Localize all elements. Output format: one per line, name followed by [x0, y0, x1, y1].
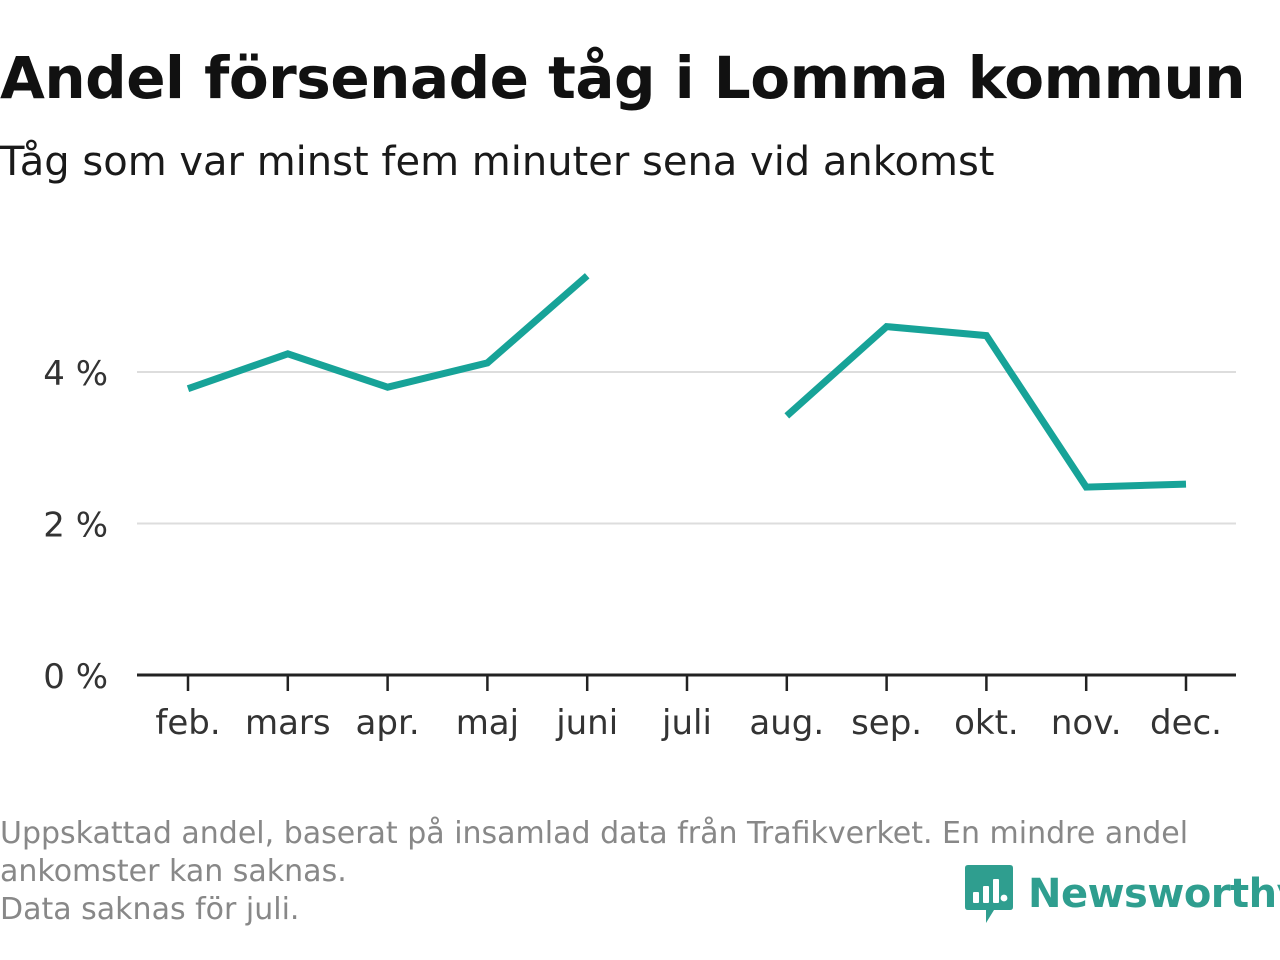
bar-chart-speech-bubble-icon	[965, 865, 1013, 923]
x-tick-label: mars	[245, 703, 331, 743]
x-tick-label: feb.	[155, 703, 220, 743]
series-line	[186, 273, 590, 393]
newsworthy-logo[interactable]: Newsworthy	[964, 862, 1280, 926]
y-tick-label: 0 %	[43, 657, 108, 697]
footnote-line-3: Data saknas för juli.	[0, 892, 300, 927]
y-tick-label: 4 %	[43, 354, 108, 394]
x-tick-label: apr.	[356, 703, 420, 743]
y-tick-label: 2 %	[43, 506, 108, 546]
series-lines	[186, 273, 1187, 491]
brand-name: Newsworthy	[1028, 871, 1280, 917]
x-tick-label: juli	[661, 703, 712, 743]
x-tick-label: sep.	[851, 703, 922, 743]
x-tick-label: juni	[555, 703, 618, 743]
y-axis-tick-labels: 0 % 2 % 4 %	[43, 354, 108, 697]
x-tick-label: aug.	[749, 703, 824, 743]
x-axis	[137, 673, 1236, 691]
x-tick-label: nov.	[1051, 703, 1122, 743]
x-tick-label: maj	[456, 703, 519, 743]
footnote-line-2: ankomster kan saknas.	[0, 854, 347, 889]
gridlines	[137, 371, 1236, 525]
x-tick-label: dec.	[1150, 703, 1222, 743]
chart-title: Andel försenade tåg i Lomma kommun	[0, 44, 1246, 112]
series-line	[784, 322, 1187, 491]
chart-subtitle: Tåg som var minst fem minuter sena vid a…	[0, 139, 995, 185]
footnote-line-1: Uppskattad andel, baserat på insamlad da…	[0, 816, 1189, 851]
footnote: Uppskattad andel, baserat på insamlad da…	[0, 815, 1270, 929]
x-tick-label: okt.	[954, 703, 1019, 743]
x-axis-tick-labels: feb. mars apr. maj juni juli aug. sep. okt. nov. d…	[155, 703, 1222, 743]
